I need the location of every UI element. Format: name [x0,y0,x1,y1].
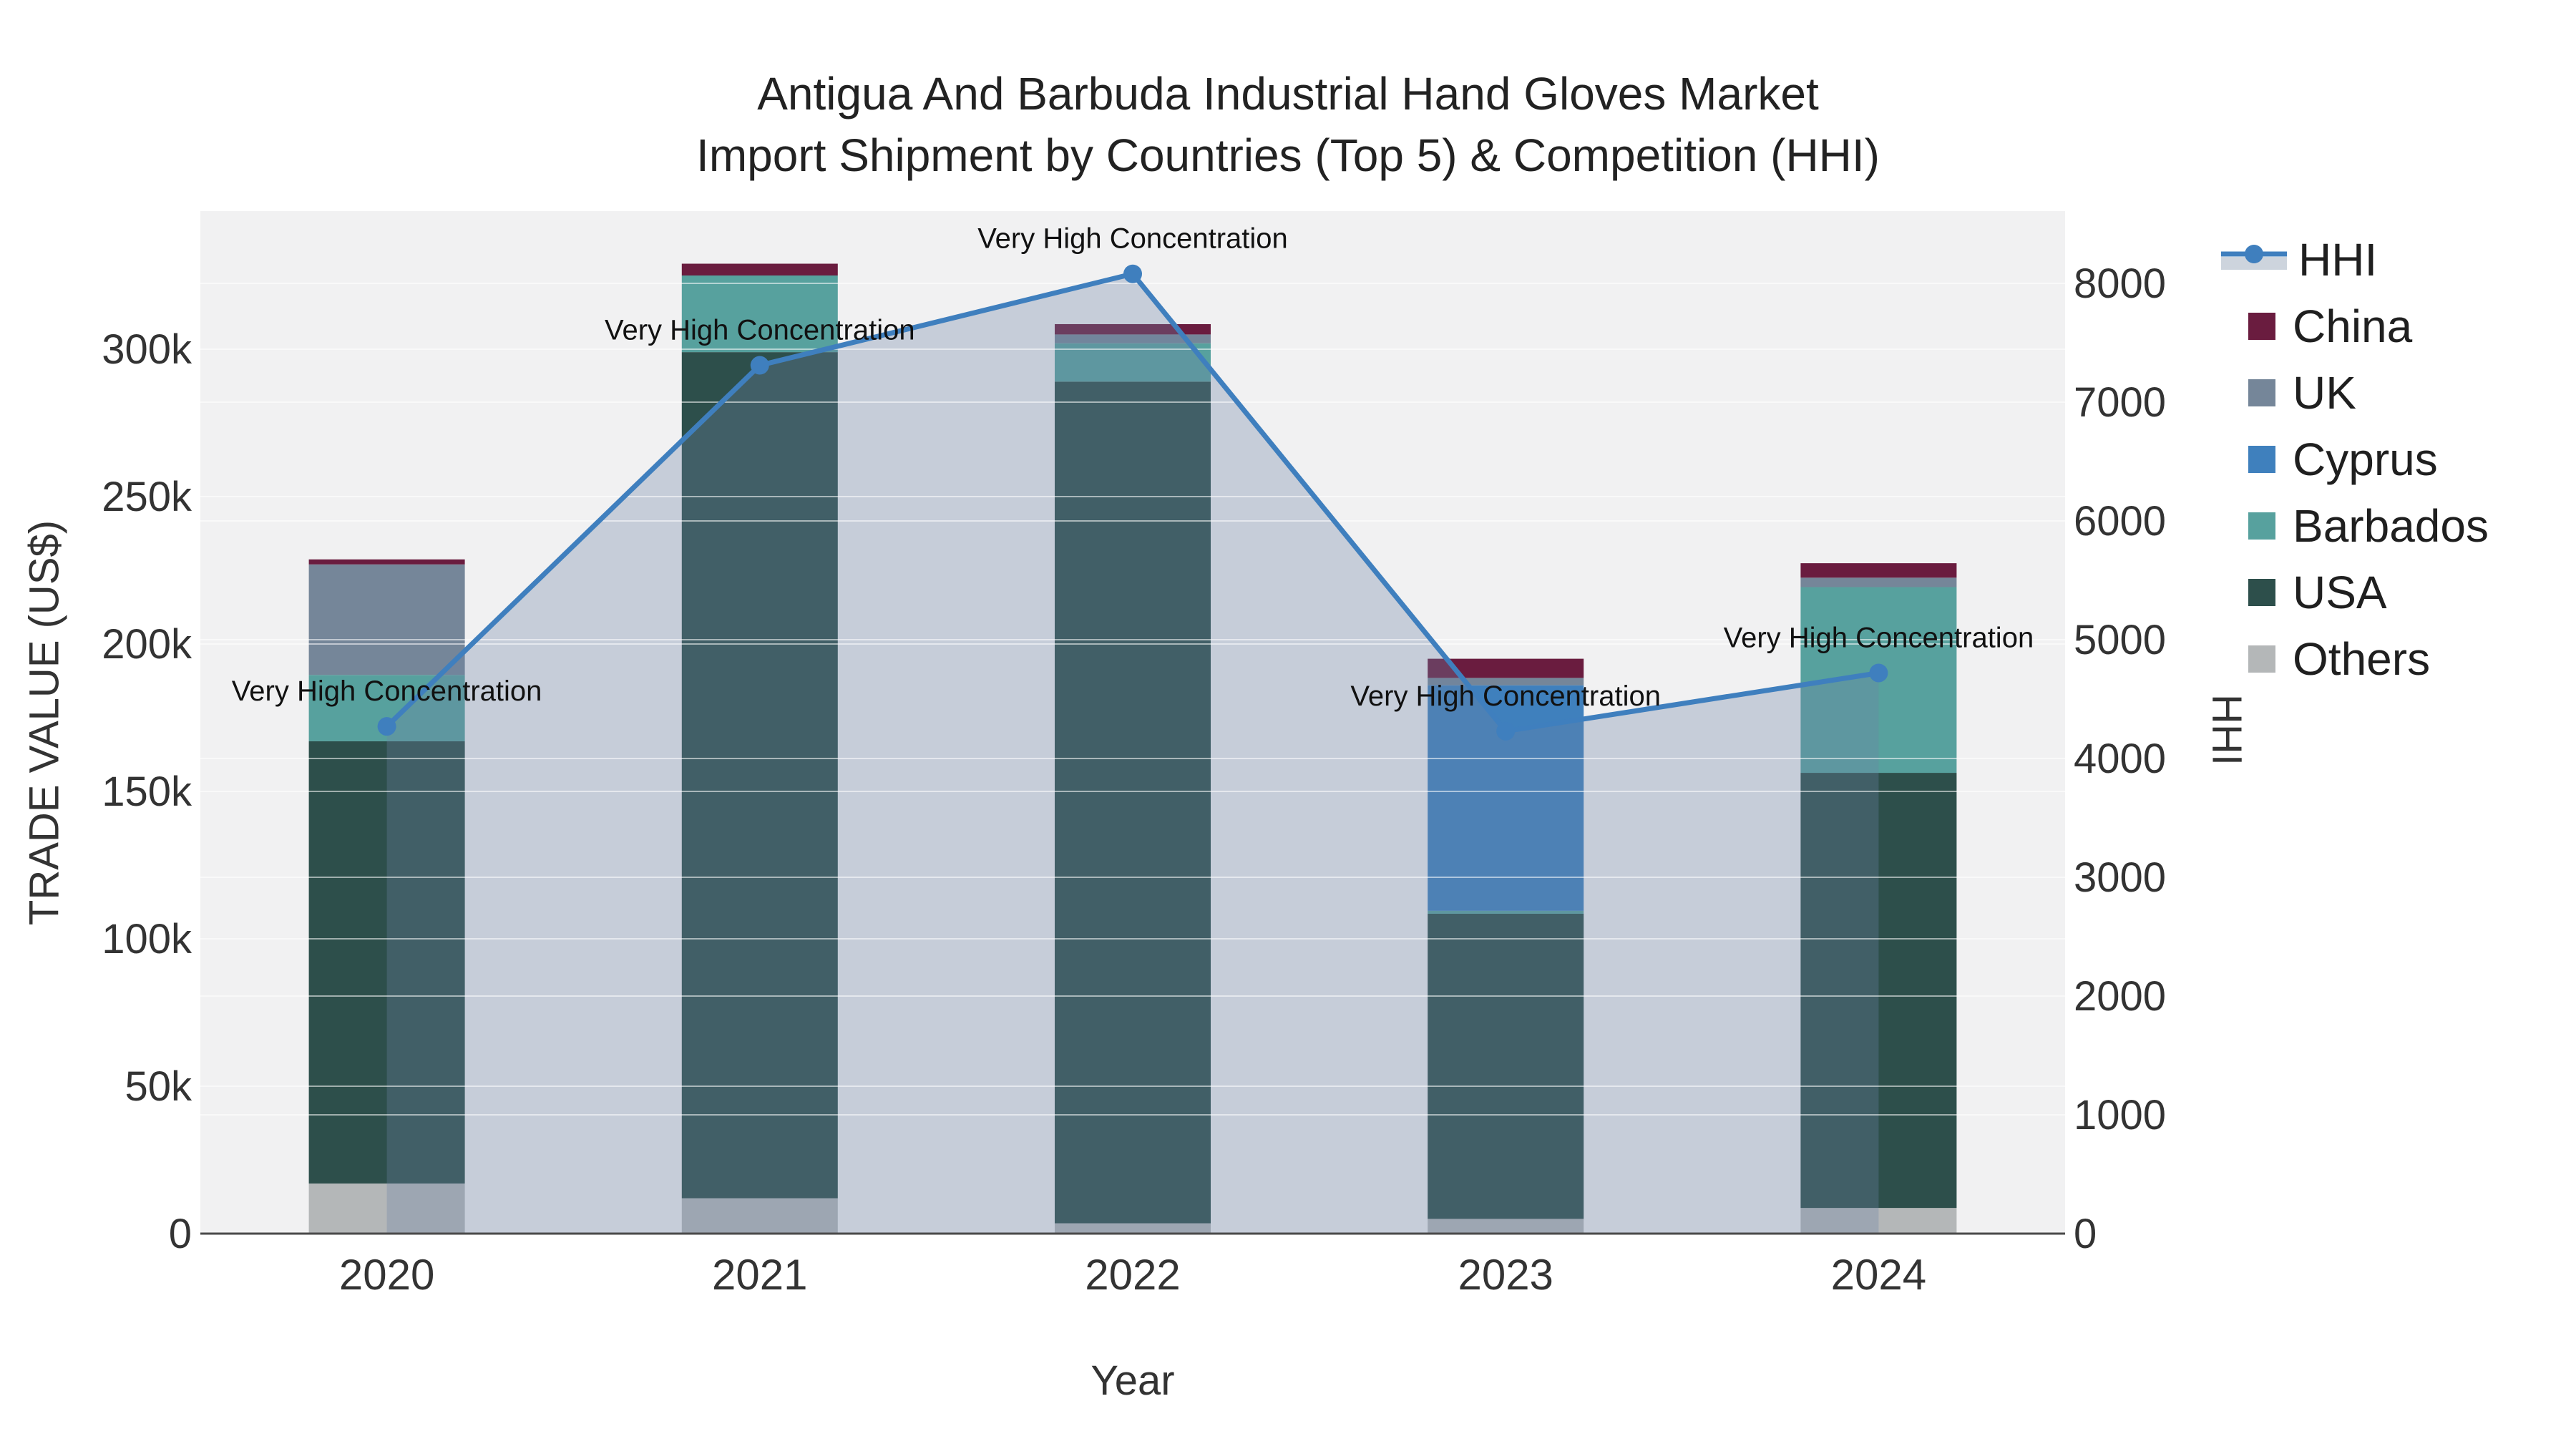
bar-segment-others-2020[interactable] [308,1183,465,1234]
legend-item-others[interactable]: Others [2248,625,2489,692]
bar-segment-china-2022[interactable] [1055,323,1211,335]
bar-segment-others-2024[interactable] [1800,1208,1957,1234]
annotation-2020: Very High Concentration [232,675,542,707]
bar-segment-others-2021[interactable] [681,1198,838,1234]
legend-label-hhi: HHI [2298,233,2378,286]
y-left-tick-200k: 200k [102,621,192,668]
chart-title-line1: Antigua And Barbuda Industrial Hand Glov… [757,68,1819,119]
legend-label-others: Others [2293,633,2431,685]
hhi-marker-2023[interactable] [1496,721,1516,741]
legend-swatch-usa [2248,578,2275,606]
bar-segment-others-2023[interactable] [1428,1219,1584,1234]
hhi-marker-2021[interactable] [750,356,769,375]
x-tick-2022: 2022 [1085,1251,1180,1299]
annotation-2024: Very High Concentration [1724,622,2034,653]
y-axis-title-right: HHI [2203,694,2250,766]
y-axis-title-left: TRADE VALUE (US$) [21,519,68,926]
y-left-tick-300k: 300k [102,326,192,373]
legend-label-usa: USA [2293,566,2387,618]
y-left-tick-150k: 150k [102,769,192,815]
y-left-tick-250k: 250k [102,474,192,520]
y-right-tick-8000: 8000 [2074,260,2166,307]
legend-label-uk: UK [2293,366,2356,419]
bar-segment-china-2024[interactable] [1800,563,1957,578]
bar-segment-usa-2023[interactable] [1428,913,1584,1219]
legend-swatch-others [2248,645,2275,673]
legend-label-barbados: Barbados [2293,499,2489,552]
legend-swatch-uk [2248,379,2275,406]
bar-segment-china-2021[interactable] [681,263,838,275]
y-right-tick-2000: 2000 [2074,973,2166,1020]
bar-segment-china-2020[interactable] [308,559,465,565]
chart-title-line2: Import Shipment by Countries (Top 5) & C… [696,130,1880,181]
bar-segment-uk-2022[interactable] [1055,334,1211,343]
legend-swatch-china [2248,312,2275,340]
legend-item-cyprus[interactable]: Cyprus [2248,426,2489,492]
y-left-tick-50k: 50k [125,1063,192,1110]
hhi-marker-2022[interactable] [1123,264,1142,283]
y-left-tick-100k: 100k [102,916,192,962]
legend: HHI China UK Cyprus Barbados USA Others [2221,226,2489,692]
legend-item-china[interactable]: China [2248,293,2489,359]
legend-label-cyprus: Cyprus [2293,433,2438,485]
bar-segment-uk-2020[interactable] [308,564,465,675]
y-right-tick-5000: 5000 [2074,617,2166,663]
legend-item-usa[interactable]: USA [2248,559,2489,625]
x-tick-2020: 2020 [339,1251,434,1299]
y-right-tick-4000: 4000 [2074,736,2166,782]
bar-segment-others-2022[interactable] [1055,1223,1211,1234]
x-tick-2024: 2024 [1831,1251,1926,1299]
legend-item-barbados[interactable]: Barbados [2248,492,2489,559]
hhi-area-fill [386,273,1879,1234]
hhi-marker-2020[interactable] [377,717,396,736]
y-right-tick-0: 0 [2074,1211,2097,1257]
x-axis-title: Year [1091,1357,1175,1404]
bar-segment-usa-2024[interactable] [1800,773,1957,1209]
x-tick-2023: 2023 [1458,1251,1553,1299]
legend-label-china: China [2293,300,2413,352]
y-right-tick-3000: 3000 [2074,854,2166,901]
x-tick-2021: 2021 [712,1251,807,1299]
y-left-tick-0: 0 [169,1211,192,1257]
legend-item-uk[interactable]: UK [2248,359,2489,426]
bar-segment-barbados-2021[interactable] [681,275,838,353]
bar-segment-usa-2021[interactable] [681,352,838,1199]
y-right-tick-6000: 6000 [2074,498,2166,545]
hhi-marker-2024[interactable] [1869,663,1888,683]
legend-swatch-barbados [2248,512,2275,540]
bar-segment-uk-2024[interactable] [1800,577,1957,587]
hhi-line-icon [2221,244,2287,270]
annotation-2023: Very High Concentration [1350,680,1661,712]
bar-segment-usa-2020[interactable] [308,741,465,1184]
annotation-2021: Very High Concentration [605,315,915,346]
bar-segment-barbados-2023[interactable] [1428,910,1584,914]
legend-swatch-cyprus [2248,445,2275,473]
bar-segment-uk-2023[interactable] [1428,678,1584,686]
legend-item-hhi[interactable]: HHI [2221,226,2489,293]
y-right-tick-1000: 1000 [2074,1092,2166,1138]
y-right-tick-7000: 7000 [2074,379,2166,426]
bar-segment-usa-2022[interactable] [1055,381,1211,1224]
annotation-2022: Very High Concentration [977,223,1288,255]
chart-title: Antigua And Barbuda Industrial Hand Glov… [0,63,2576,186]
